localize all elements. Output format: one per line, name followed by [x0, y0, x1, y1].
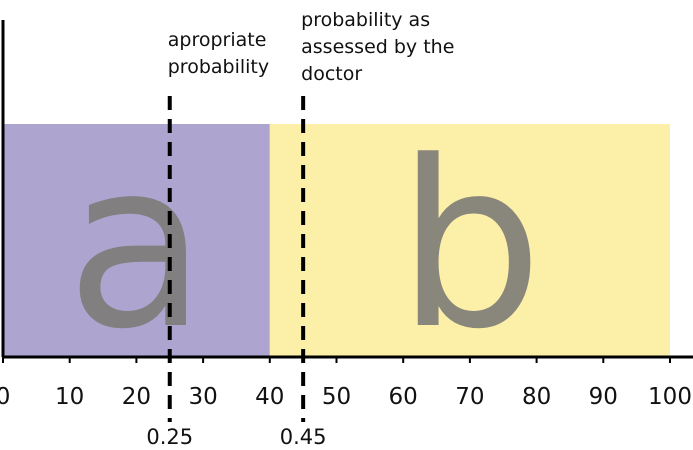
x-tick-label: 10 — [55, 384, 84, 410]
x-tick-label: 80 — [522, 384, 551, 410]
marker-label: 0.45 — [280, 425, 327, 449]
region-label: a — [66, 113, 207, 380]
region — [269, 124, 670, 357]
marker-label: 0.25 — [146, 425, 193, 449]
region-label: b — [397, 113, 543, 380]
x-tick-label: 40 — [255, 384, 284, 410]
annotation: probability — [168, 56, 269, 78]
x-tick-label: 30 — [188, 384, 217, 410]
x-tick-label: 0 — [0, 384, 10, 410]
x-tick-label: 60 — [389, 384, 418, 410]
region — [3, 124, 270, 357]
x-tick-label: 100 — [648, 384, 692, 410]
x-tick-label: 20 — [122, 384, 151, 410]
annotation: probability as — [301, 9, 430, 31]
annotation: assessed by the — [301, 36, 454, 58]
x-tick-label: 90 — [589, 384, 618, 410]
x-tick-label: 70 — [455, 384, 484, 410]
x-tick-label: 50 — [322, 384, 351, 410]
annotation: apropriate — [168, 29, 267, 51]
annotation: doctor — [301, 63, 362, 85]
